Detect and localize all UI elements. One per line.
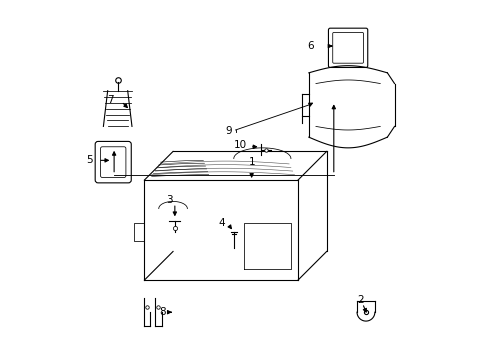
- Text: 7: 7: [107, 95, 114, 105]
- Text: 9: 9: [224, 126, 231, 136]
- Text: 2: 2: [357, 295, 363, 305]
- Text: 1: 1: [248, 157, 254, 167]
- Text: 8: 8: [159, 307, 165, 317]
- Text: 10: 10: [233, 140, 246, 150]
- Text: 3: 3: [166, 195, 172, 204]
- FancyBboxPatch shape: [101, 147, 125, 177]
- FancyBboxPatch shape: [328, 28, 367, 67]
- FancyBboxPatch shape: [332, 32, 363, 63]
- FancyBboxPatch shape: [95, 141, 131, 183]
- Text: 4: 4: [218, 218, 224, 228]
- Text: 6: 6: [306, 41, 313, 51]
- Text: 5: 5: [85, 156, 92, 165]
